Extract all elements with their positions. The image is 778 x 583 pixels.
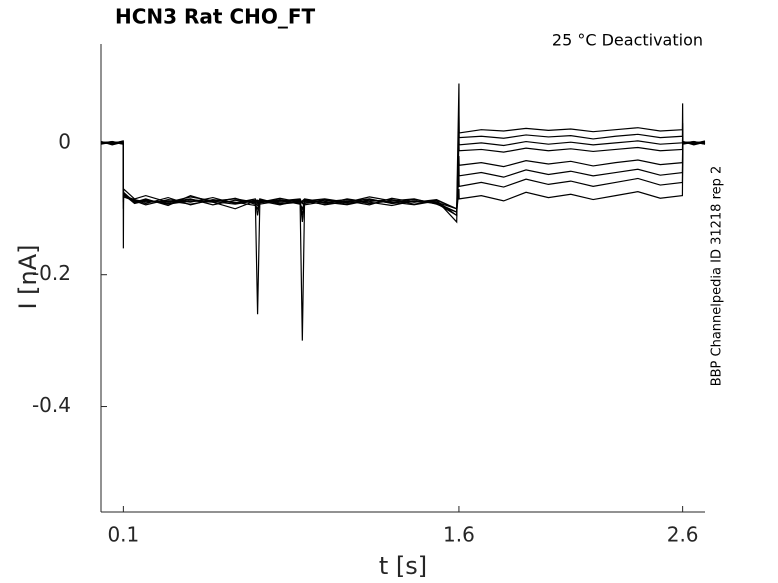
side-note: BBP Channelpedia ID 31218 rep 2 [710,166,725,387]
x-axis-label: t [s] [379,552,427,580]
y-axis-label: I [nA] [14,244,42,309]
trace [100,116,706,223]
y-tick-label: -0.4 [32,393,71,417]
x-tick-label: 1.6 [443,523,475,547]
trace [100,140,706,210]
trace [100,129,706,224]
trace [101,141,706,213]
chart-title: HCN3 Rat CHO_FT [115,5,316,29]
y-tick-label: -0.2 [32,261,71,285]
annotation: 25 °C Deactivation [552,31,703,50]
x-tick-label: 0.1 [107,523,139,547]
x-tick-label: 2.6 [667,523,699,547]
y-tick-label: 0 [58,129,71,153]
